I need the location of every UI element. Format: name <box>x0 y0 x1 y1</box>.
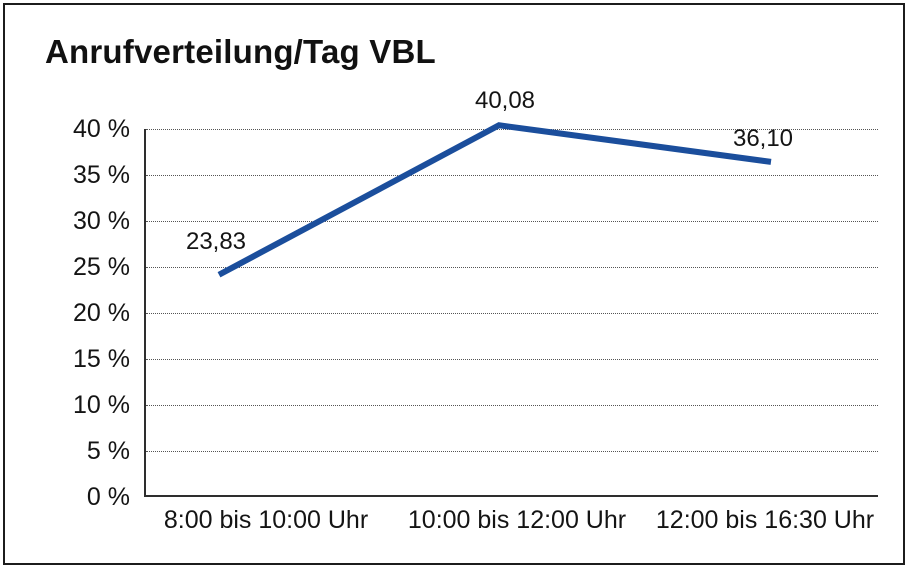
gridline-35pct <box>146 175 878 176</box>
data-line <box>217 122 772 278</box>
y-tick-label: 40 % <box>73 115 130 143</box>
chart-frame: Anrufverteilung/Tag VBL 0 % 5 % 10 % 15 … <box>3 3 905 565</box>
gridline-15pct <box>146 359 878 360</box>
y-tick-label: 5 % <box>86 437 130 465</box>
gridline-20pct <box>146 313 878 314</box>
data-point-label: 23,83 <box>185 227 247 255</box>
y-tick-label: 15 % <box>73 345 130 373</box>
x-category-label: 8:00 bis 10:00 Uhr <box>163 506 369 534</box>
y-tick-label: 35 % <box>73 161 130 189</box>
chart-title: Anrufverteilung/Tag VBL <box>45 33 436 70</box>
y-tick-label: 20 % <box>73 299 130 327</box>
y-tick-label: 0 % <box>86 483 130 511</box>
gridline-10pct <box>146 405 878 406</box>
gridline-25pct <box>146 267 878 268</box>
y-tick-label: 25 % <box>73 253 130 281</box>
gridline-30pct <box>146 221 878 222</box>
x-category-label: 10:00 bis 12:00 Uhr <box>407 506 627 534</box>
data-point-label: 40,08 <box>474 87 536 115</box>
x-axis-line <box>144 495 878 497</box>
gridline-5pct <box>146 451 878 452</box>
x-category-label: 12:00 bis 16:30 Uhr <box>655 506 875 534</box>
data-point-label: 36,10 <box>732 124 794 152</box>
y-axis-line <box>144 129 146 497</box>
y-tick-label: 10 % <box>73 391 130 419</box>
line-series-svg <box>217 122 772 278</box>
y-tick-label: 30 % <box>73 207 130 235</box>
